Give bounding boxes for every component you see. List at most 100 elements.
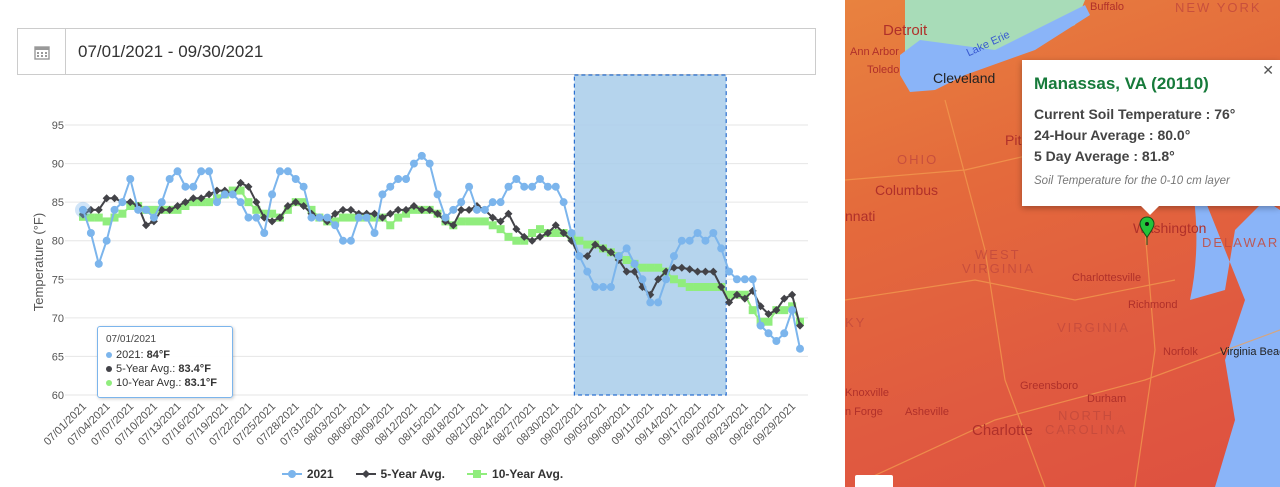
data-point-5-year[interactable] (764, 310, 773, 318)
data-point-5-year[interactable] (796, 321, 804, 330)
data-point-5-year[interactable] (772, 306, 781, 315)
data-point-10-year[interactable] (685, 283, 694, 291)
data-point-10-year[interactable] (102, 217, 111, 226)
data-point-10-year[interactable] (94, 213, 103, 222)
data-point-2021[interactable] (126, 175, 135, 183)
data-point-10-year[interactable] (480, 217, 489, 226)
data-point-10-year[interactable] (748, 306, 757, 315)
data-point-10-year[interactable] (701, 283, 710, 291)
fullscreen-button[interactable] (855, 475, 893, 487)
data-point-2021[interactable] (433, 190, 442, 199)
data-point-5-year[interactable] (606, 248, 615, 257)
data-point-2021[interactable] (614, 252, 623, 261)
data-point-10-year[interactable] (386, 221, 395, 230)
data-point-5-year[interactable] (181, 198, 190, 207)
data-point-2021[interactable] (323, 213, 332, 222)
data-point-2021[interactable] (409, 159, 418, 168)
data-point-5-year[interactable] (409, 202, 418, 210)
data-point-2021[interactable] (110, 205, 119, 214)
data-point-2021[interactable] (709, 229, 718, 237)
data-point-5-year[interactable] (677, 263, 686, 272)
data-point-2021[interactable] (189, 182, 198, 191)
data-point-5-year[interactable] (268, 217, 277, 226)
data-point-2021[interactable] (402, 175, 411, 183)
data-point-2021[interactable] (488, 198, 497, 207)
data-point-10-year[interactable] (472, 217, 481, 226)
data-point-5-year[interactable] (425, 205, 434, 214)
data-point-2021[interactable] (764, 329, 773, 338)
data-point-10-year[interactable] (496, 225, 505, 234)
data-point-10-year[interactable] (149, 205, 158, 214)
data-point-2021[interactable] (630, 259, 639, 268)
data-point-10-year[interactable] (205, 198, 214, 207)
data-point-10-year[interactable] (86, 213, 95, 222)
data-point-2021[interactable] (756, 321, 765, 330)
data-point-10-year[interactable] (236, 186, 245, 195)
data-point-2021[interactable] (496, 198, 505, 207)
data-point-5-year[interactable] (693, 267, 702, 276)
data-point-5-year[interactable] (732, 290, 741, 299)
data-point-2021[interactable] (260, 229, 269, 237)
data-point-2021[interactable] (275, 167, 284, 176)
legend-item-5-year[interactable]: 5-Year Avg. (355, 467, 445, 481)
data-point-2021[interactable] (362, 213, 371, 222)
data-point-10-year[interactable] (669, 275, 678, 284)
date-range-picker[interactable]: 07/01/2021 - 09/30/2021 (17, 28, 816, 75)
data-point-5-year[interactable] (512, 225, 521, 234)
data-point-5-year[interactable] (339, 205, 348, 214)
data-point-5-year[interactable] (788, 290, 797, 299)
data-point-10-year[interactable] (244, 198, 253, 207)
data-point-2021[interactable] (315, 213, 324, 222)
data-point-5-year[interactable] (740, 294, 749, 303)
data-point-5-year[interactable] (189, 194, 198, 203)
data-point-10-year[interactable] (535, 225, 544, 234)
data-point-2021[interactable] (339, 236, 348, 245)
data-point-5-year[interactable] (275, 213, 284, 222)
data-point-5-year[interactable] (86, 205, 95, 214)
data-point-2021[interactable] (591, 283, 600, 291)
data-point-5-year[interactable] (102, 194, 111, 203)
data-point-2021[interactable] (299, 182, 308, 191)
data-point-2021[interactable] (212, 198, 221, 207)
data-point-2021[interactable] (354, 213, 363, 222)
data-point-5-year[interactable] (583, 252, 592, 261)
data-point-2021[interactable] (646, 298, 655, 307)
data-point-5-year[interactable] (709, 267, 718, 276)
data-point-5-year[interactable] (528, 236, 537, 245)
temperature-chart[interactable]: 60 65 70 75 80 85 90 95 Temperature (°F) 07/01/… (0, 0, 845, 487)
data-point-5-year[interactable] (543, 229, 552, 237)
data-point-2021[interactable] (370, 229, 379, 237)
data-point-2021[interactable] (717, 244, 726, 253)
data-point-2021[interactable] (669, 252, 678, 261)
data-point-2021[interactable] (244, 213, 253, 222)
data-point-5-year[interactable] (457, 205, 466, 214)
data-point-10-year[interactable] (764, 317, 773, 326)
data-point-2021[interactable] (346, 236, 355, 245)
data-point-10-year[interactable] (654, 263, 663, 272)
data-point-2021[interactable] (394, 175, 403, 183)
data-point-2021[interactable] (788, 306, 797, 315)
data-point-5-year[interactable] (142, 221, 151, 230)
data-point-10-year[interactable] (110, 213, 119, 222)
data-point-5-year[interactable] (402, 205, 411, 214)
data-point-2021[interactable] (79, 205, 87, 214)
legend-item-2021[interactable]: 2021 (281, 467, 334, 481)
data-point-2021[interactable] (441, 213, 450, 222)
data-point-2021[interactable] (94, 259, 103, 268)
data-point-10-year[interactable] (551, 229, 560, 237)
data-point-2021[interactable] (599, 283, 608, 291)
data-point-2021[interactable] (220, 190, 229, 199)
data-point-5-year[interactable] (244, 182, 253, 191)
data-point-10-year[interactable] (622, 256, 631, 264)
data-point-5-year[interactable] (299, 202, 308, 210)
data-point-2021[interactable] (197, 167, 206, 176)
data-point-5-year[interactable] (520, 232, 529, 241)
data-point-10-year[interactable] (118, 209, 127, 218)
data-point-2021[interactable] (796, 344, 804, 353)
data-point-5-year[interactable] (205, 190, 214, 199)
data-point-5-year[interactable] (717, 283, 726, 291)
data-point-5-year[interactable] (394, 205, 403, 214)
data-point-5-year[interactable] (346, 205, 355, 214)
data-point-5-year[interactable] (386, 209, 395, 218)
data-point-5-year[interactable] (236, 178, 245, 187)
